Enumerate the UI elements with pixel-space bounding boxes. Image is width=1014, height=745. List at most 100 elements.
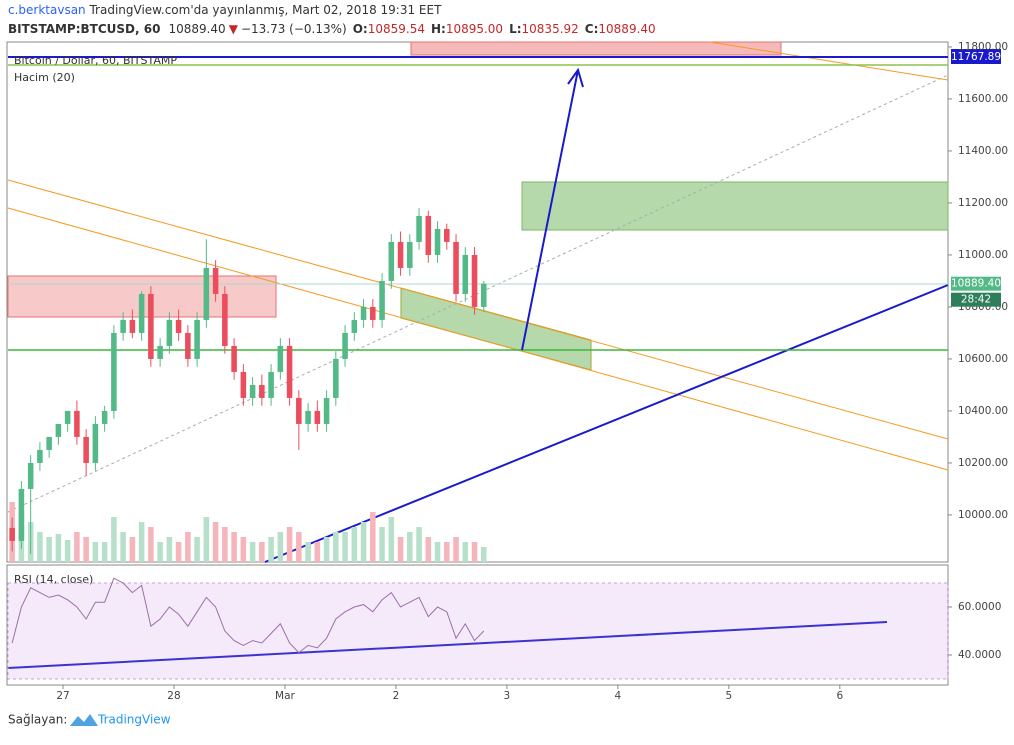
candle-body (83, 436, 89, 463)
footer-brand[interactable]: TradingView (97, 713, 171, 727)
rsi-trend-line (7, 621, 888, 669)
volume-bar (203, 517, 210, 562)
candle-body (185, 332, 191, 359)
price-label: 11767.89 (951, 51, 1001, 63)
rsi-line (11, 577, 485, 654)
candle-body (360, 306, 367, 320)
rsi-band (7, 582, 949, 680)
volume-bar (360, 522, 367, 562)
candle-body (46, 436, 52, 450)
volume-bar (314, 542, 321, 562)
y-tick-label: 10600.00 (958, 353, 1008, 365)
x-tick-label: 3 (504, 690, 511, 702)
volume-bar (351, 527, 358, 562)
y-tick-label: 40.0000 (958, 649, 1001, 661)
candle-body (222, 293, 228, 346)
c-label: C: (585, 22, 599, 36)
candle-body (212, 267, 219, 294)
volume-bar (481, 547, 487, 562)
candle-body (462, 254, 469, 294)
logo (70, 714, 98, 726)
last: 10889.40 (168, 22, 225, 36)
candle-body (64, 410, 71, 424)
published: TradingView.com'da yayınlanmış, Mart 02,… (86, 3, 442, 17)
candle-body (231, 345, 237, 372)
x-tick-label: 28 (167, 690, 180, 702)
header-line-2: BITSTAMP:BTCUSD, 60 10889.40 ▼ −13.73 (−0.1… (8, 22, 656, 36)
candle-body (194, 319, 200, 359)
volume-bar (231, 532, 237, 562)
candle-body (481, 283, 487, 307)
volume-bar (323, 537, 330, 562)
l-label: L: (509, 22, 521, 36)
trend-line (7, 207, 949, 471)
candle-body (444, 228, 450, 242)
x-tick-label: 2 (393, 690, 400, 702)
candle-body (203, 267, 210, 320)
y-tick-label: 11800.00 (958, 41, 1008, 53)
y-tick-label: 60.0000 (958, 601, 1001, 613)
h-label: H: (431, 22, 446, 36)
y-tick-label: 11200.00 (958, 197, 1008, 209)
volume-bar (148, 527, 154, 562)
volume-bar (277, 532, 284, 562)
x-tick-label: Mar (275, 690, 295, 702)
zone (521, 181, 949, 231)
volume-bar (240, 537, 247, 562)
volume-bar (416, 527, 422, 562)
volume-bar (462, 542, 469, 562)
volume-bar (101, 542, 108, 562)
volume-bar (138, 522, 145, 562)
volume-bar (471, 542, 478, 562)
trend-line (7, 179, 949, 440)
candle-body (305, 410, 311, 424)
candle-body (138, 293, 145, 333)
volume-bar (46, 537, 52, 562)
volume-bar (268, 537, 274, 562)
x-tick-label: 4 (615, 690, 622, 702)
price-label: 10889.40 (951, 278, 1001, 290)
candle-body (37, 449, 43, 463)
c: 10889.40 (598, 22, 655, 36)
candle-body (434, 228, 441, 255)
trend-line (7, 74, 949, 513)
volume-bar (333, 532, 339, 562)
volume-bar (296, 532, 302, 562)
volume-bar (453, 537, 459, 562)
volume-bar (212, 522, 219, 562)
y-tick-label: 10200.00 (958, 457, 1008, 469)
y-tick-label: 11400.00 (958, 145, 1008, 157)
volume-bar (175, 542, 182, 562)
candle-body (240, 371, 247, 398)
candle-body (425, 215, 432, 255)
candle-body (416, 215, 422, 242)
candle-body (111, 332, 117, 411)
candle-body (323, 397, 330, 424)
candle-body (397, 241, 404, 268)
volume-bar (83, 537, 89, 562)
change: −13.73 (−0.13%) (241, 22, 347, 36)
volume-bar (185, 532, 191, 562)
candle-body (175, 319, 182, 333)
o-label: O: (353, 22, 368, 36)
arrow (521, 67, 584, 351)
candle-body (296, 397, 302, 424)
volume-bar (111, 517, 117, 562)
candle-body (407, 241, 413, 268)
candle-body (18, 488, 25, 541)
candle-body (471, 254, 478, 307)
volume-bar (397, 537, 404, 562)
volume-label: Hacim (20) (14, 71, 75, 84)
o: 10859.54 (368, 22, 425, 36)
zone (410, 41, 782, 56)
volume-bar (259, 542, 265, 562)
y-tick-label: 10000.00 (958, 509, 1008, 521)
volume-bar (379, 527, 385, 562)
candle-body (157, 345, 163, 359)
y-tick-label: 11000.00 (958, 249, 1008, 261)
candle-body (333, 358, 339, 398)
candle-body (286, 345, 293, 398)
candle-body (370, 306, 376, 320)
volume-bar (286, 527, 293, 562)
